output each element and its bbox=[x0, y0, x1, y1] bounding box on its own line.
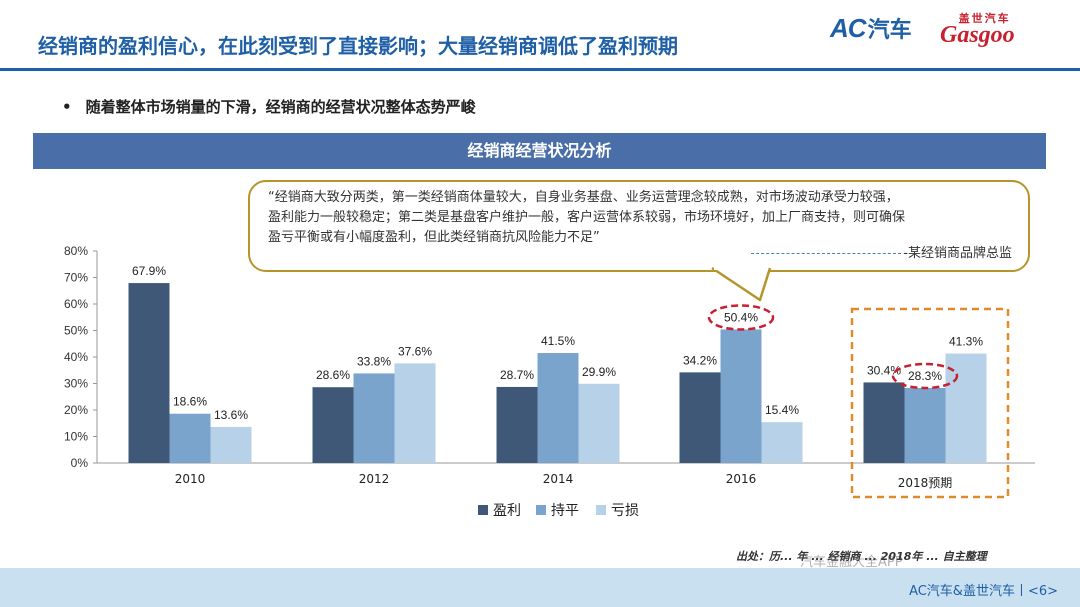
y-tick-label: 60% bbox=[64, 297, 88, 311]
ac-logo-text: 汽车 bbox=[867, 17, 912, 42]
data-label: 50.4% bbox=[724, 310, 758, 324]
bar bbox=[720, 329, 762, 463]
data-label: 29.9% bbox=[582, 365, 616, 379]
data-label: 28.6% bbox=[316, 368, 350, 382]
bullet-point: • 随着整体市场销量的下滑，经销商的经营状况整体态势严峻 bbox=[62, 96, 476, 117]
y-tick-label: 20% bbox=[64, 403, 88, 417]
bullet-text: 随着整体市场销量的下滑，经销商的经营状况整体态势严峻 bbox=[85, 98, 476, 116]
quote-line: 盈亏平衡或有小幅度盈利，但此类经销商抗风险能力不足” bbox=[268, 230, 600, 245]
bar bbox=[578, 383, 620, 463]
quote-callout: “经销商大致分两类，第一类经销商体量较大，自身业务基盘、业务运营理念较成熟，对市… bbox=[248, 180, 1030, 272]
data-label: 34.2% bbox=[683, 353, 717, 367]
bar bbox=[679, 372, 721, 463]
quote-line: “经销商大致分两类，第一类经销商体量较大，自身业务基盘、业务运营理念较成熟，对市… bbox=[268, 190, 899, 205]
x-tick-label: 2014 bbox=[543, 472, 574, 486]
y-tick-label: 40% bbox=[64, 350, 88, 364]
ac-auto-logo: AC汽车 bbox=[830, 12, 912, 44]
x-tick-label: 2016 bbox=[726, 472, 757, 486]
y-tick-label: 30% bbox=[64, 377, 88, 391]
legend-swatch bbox=[596, 505, 606, 515]
highlight-ellipse bbox=[891, 362, 959, 390]
highlight-ellipse bbox=[707, 304, 775, 331]
legend-label: 亏损 bbox=[611, 503, 639, 519]
page-title: 经销商的盈利信心，在此刻受到了直接影响；大量经销商调低了盈利预期 bbox=[38, 34, 678, 58]
data-label: 13.6% bbox=[214, 408, 248, 422]
y-tick-label: 70% bbox=[64, 271, 88, 285]
quote-source-text: -某经销商品牌总监 bbox=[903, 246, 1012, 261]
bar bbox=[312, 387, 354, 463]
gasgoo-logo: 盖世汽车 Gasgoo bbox=[940, 10, 1015, 49]
data-label: 30.4% bbox=[867, 363, 901, 377]
x-tick-label: 2010 bbox=[175, 472, 206, 486]
bullet-dot: • bbox=[62, 98, 72, 116]
data-label: 33.8% bbox=[357, 354, 391, 368]
bar bbox=[537, 353, 579, 463]
bar bbox=[210, 426, 252, 463]
legend-swatch bbox=[478, 505, 488, 515]
forecast-highlight-box bbox=[850, 307, 1010, 499]
title-divider bbox=[0, 68, 1080, 71]
data-label: 41.5% bbox=[541, 334, 575, 348]
quote-dash-rule bbox=[751, 253, 902, 254]
footer-band bbox=[0, 568, 1080, 607]
y-tick-label: 50% bbox=[64, 324, 88, 338]
page-number: AC汽车&盖世汽车丨<6> bbox=[909, 584, 1058, 599]
y-tick-label: 80% bbox=[64, 244, 88, 258]
quote-line: 盈利能力一般较稳定；第二类是基盘客户维护一般，客户运营体系较弱，市场环境好，加上… bbox=[268, 210, 906, 225]
bar bbox=[761, 422, 803, 463]
x-tick-label: 2012 bbox=[359, 472, 390, 486]
bar bbox=[353, 373, 395, 463]
source-note: 出处：历... 年 ... 经销商 ... 2018年 ... 自主整理 bbox=[736, 550, 987, 563]
x-tick-label: 2018预期 bbox=[898, 476, 953, 490]
bar bbox=[496, 386, 538, 463]
bar bbox=[904, 388, 946, 463]
data-label: 28.7% bbox=[500, 368, 534, 382]
section-banner: 经销商经营状况分析 bbox=[33, 133, 1046, 169]
bar bbox=[128, 283, 170, 463]
ac-logo-mark: AC bbox=[830, 13, 867, 43]
gasgoo-logo-cn: 盖世汽车 bbox=[958, 13, 1011, 25]
legend-swatch bbox=[536, 505, 546, 515]
quote-source: -某经销商品牌总监 bbox=[751, 244, 1012, 264]
legend-label: 盈利 bbox=[493, 503, 521, 519]
bar bbox=[863, 382, 905, 463]
legend-label: 持平 bbox=[551, 503, 579, 519]
data-label: 37.6% bbox=[398, 344, 432, 358]
y-tick-label: 10% bbox=[64, 430, 88, 444]
data-label: 41.3% bbox=[949, 335, 983, 349]
bar bbox=[169, 413, 211, 463]
y-tick-label: 0% bbox=[71, 456, 89, 470]
bar bbox=[394, 363, 436, 463]
data-label: 67.9% bbox=[132, 264, 166, 278]
gasgoo-logo-en: Gasgoo bbox=[940, 22, 1015, 48]
data-label: 18.6% bbox=[173, 395, 207, 409]
data-label: 15.4% bbox=[765, 403, 799, 417]
footer-watermark: 汽车金融大全APP bbox=[800, 555, 903, 570]
bar bbox=[945, 353, 987, 463]
data-label: 28.3% bbox=[908, 369, 942, 383]
